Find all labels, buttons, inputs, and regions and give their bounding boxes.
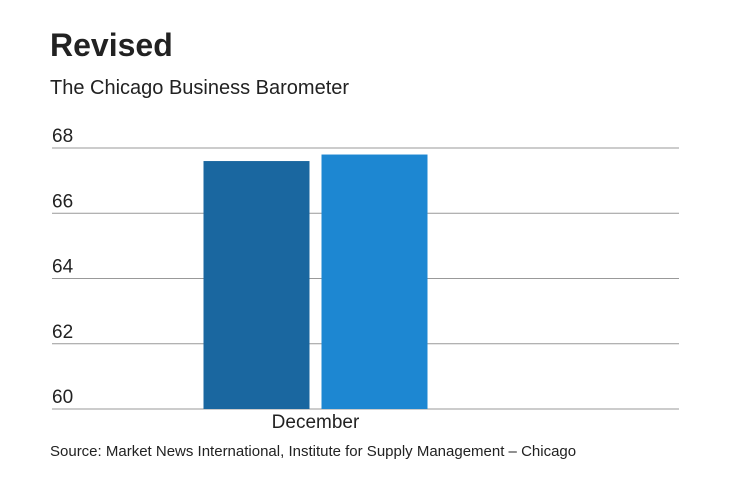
y-tick-label: 68: [52, 126, 73, 147]
chart-title: Revised: [50, 27, 173, 63]
y-tick-label: 66: [52, 191, 73, 212]
bar: [321, 154, 428, 409]
x-tick-label: December: [272, 412, 360, 433]
bar: [203, 161, 310, 409]
source-note: Source: Market News International, Insti…: [50, 443, 576, 460]
chart-subtitle: The Chicago Business Barometer: [50, 77, 349, 99]
y-tick-label: 64: [52, 257, 74, 278]
y-tick-label: 62: [52, 322, 73, 343]
y-tick-label: 60: [52, 387, 73, 408]
